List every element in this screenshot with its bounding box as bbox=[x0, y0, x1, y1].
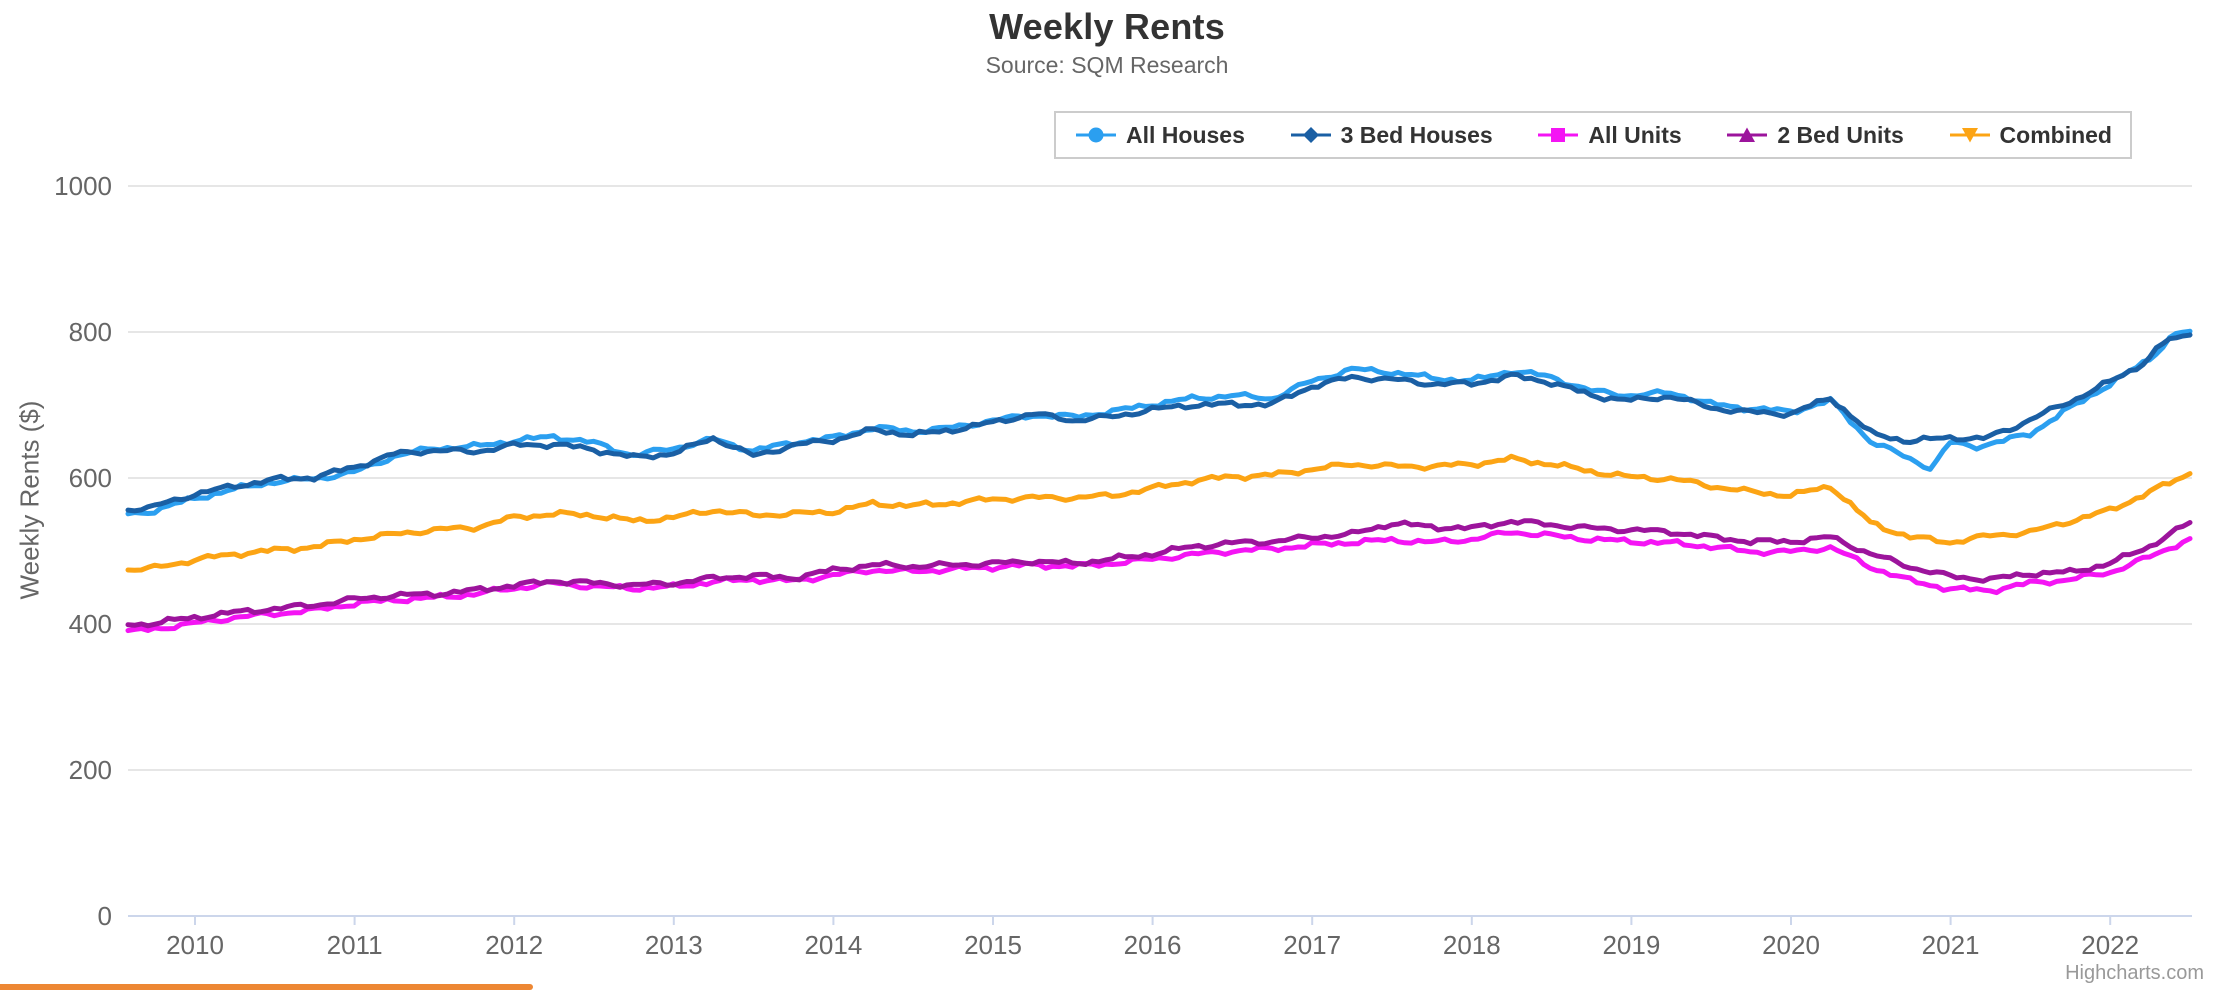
diamond-marker-icon bbox=[1290, 127, 1331, 143]
x-axis-label: 2018 bbox=[1443, 930, 1501, 960]
legend-label: All Houses bbox=[1126, 121, 1245, 148]
y-axis-label: 800 bbox=[69, 317, 112, 347]
legend-label: All Units bbox=[1588, 121, 1682, 148]
legend-item-2-bed-units[interactable]: 2 Bed Units bbox=[1725, 122, 1904, 149]
circle-marker-icon bbox=[1076, 127, 1116, 143]
x-axis-label: 2021 bbox=[1922, 930, 1980, 960]
legend-label: 3 Bed Houses bbox=[1340, 121, 1493, 148]
legend-item-all-units[interactable]: All Units bbox=[1536, 121, 1682, 149]
highcharts-credit[interactable]: Highcharts.com bbox=[2065, 962, 2204, 984]
legend-item-combined[interactable]: Combined bbox=[1948, 122, 2112, 149]
x-axis-label: 2010 bbox=[166, 930, 224, 960]
triangle-marker-icon bbox=[1727, 127, 1768, 142]
series-line-2-bed-units[interactable] bbox=[125, 518, 2193, 629]
x-axis-label: 2011 bbox=[327, 930, 383, 960]
y-axis-label: 200 bbox=[69, 755, 112, 785]
series-line-combined[interactable] bbox=[125, 453, 2193, 573]
y-axis-label: 600 bbox=[69, 463, 112, 493]
series-line-3-bed-houses[interactable] bbox=[125, 332, 2193, 514]
y-axis-title: Weekly Rents ($) bbox=[14, 400, 45, 600]
chart-title: Weekly Rents bbox=[989, 6, 1225, 47]
x-axis-label: 2012 bbox=[485, 930, 543, 960]
y-axis-label: 1000 bbox=[54, 171, 112, 201]
partial-bottom-bar bbox=[0, 984, 533, 990]
legend-label: Combined bbox=[1999, 121, 2112, 148]
legend-item-all-houses[interactable]: All Houses bbox=[1074, 122, 1245, 149]
series-line-all-houses[interactable] bbox=[125, 328, 2193, 517]
x-axis-label: 2017 bbox=[1283, 930, 1341, 960]
x-axis-label: 2019 bbox=[1602, 930, 1660, 960]
x-axis-label: 2020 bbox=[1762, 930, 1820, 960]
y-axis-label: 0 bbox=[98, 901, 112, 931]
square-marker-icon bbox=[1538, 128, 1579, 142]
x-axis-label: 2015 bbox=[964, 930, 1022, 960]
x-axis-label: 2014 bbox=[804, 930, 862, 960]
x-axis-label: 2016 bbox=[1124, 930, 1182, 960]
triangle-down-marker-icon bbox=[1949, 128, 1990, 143]
series-line-all-units[interactable] bbox=[125, 529, 2193, 634]
x-axis-label: 2013 bbox=[645, 930, 703, 960]
legend-item-3-bed-houses[interactable]: 3 Bed Houses bbox=[1289, 122, 1493, 149]
legend: All Houses 3 Bed Houses All Units 2 Bed Uni… bbox=[1054, 111, 2132, 159]
chart-subtitle: Source: SQM Research bbox=[985, 52, 1229, 78]
legend-label: 2 Bed Units bbox=[1777, 121, 1904, 148]
y-axis-label: 400 bbox=[69, 609, 112, 639]
x-axis-label: 2022 bbox=[2081, 930, 2139, 960]
